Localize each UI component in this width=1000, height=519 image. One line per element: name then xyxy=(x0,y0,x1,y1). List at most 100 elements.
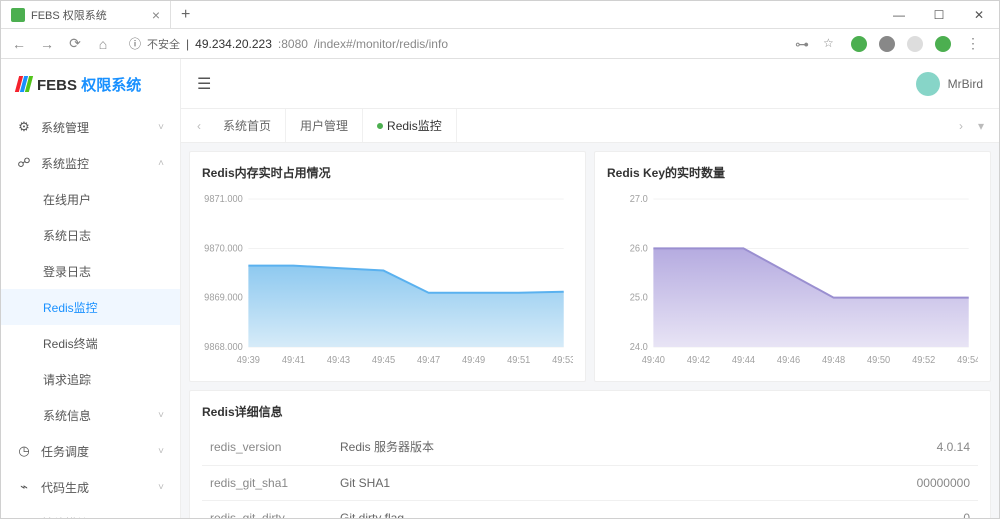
chevron-icon: ˅ xyxy=(158,482,164,493)
tab-label: Redis监控 xyxy=(387,117,442,134)
svg-text:9870.000: 9870.000 xyxy=(204,243,243,254)
svg-text:9868.000: 9868.000 xyxy=(204,342,243,353)
url-input[interactable]: ⓘ 不安全 | 49.234.20.223:8080/index#/monito… xyxy=(121,35,787,52)
svg-text:9869.000: 9869.000 xyxy=(204,292,243,303)
menu-label: 在线用户 xyxy=(43,191,91,208)
menu-label: 系统日志 xyxy=(43,227,91,244)
table-row: redis_versionRedis 服务器版本4.0.14 xyxy=(202,428,978,466)
sidebar-item-在线用户[interactable]: 在线用户 xyxy=(1,181,180,217)
memory-chart: 9868.0009869.0009870.0009871.00049:3949:… xyxy=(202,189,573,369)
favicon-icon xyxy=(11,8,25,22)
menu-label: 系统信息 xyxy=(43,407,91,424)
topbar: ☰ MrBird xyxy=(181,59,999,109)
svg-text:26.0: 26.0 xyxy=(630,243,648,254)
svg-text:49:39: 49:39 xyxy=(237,355,260,366)
active-dot-icon xyxy=(377,123,383,129)
logo-text: FEBS 权限系统 xyxy=(37,74,141,95)
sidebar-item-系统信息[interactable]: 系统信息 ˅ xyxy=(1,397,180,433)
insecure-label: 不安全 xyxy=(147,36,180,52)
sidebar-item-Redis终端[interactable]: Redis终端 xyxy=(1,325,180,361)
tab-Redis监控[interactable]: Redis监控 xyxy=(363,109,457,142)
sidebar-item-系统监控[interactable]: ☍系统监控˄ xyxy=(1,145,180,181)
detail-key: redis_version xyxy=(202,428,332,466)
menu-icon[interactable]: ⋮ xyxy=(963,35,983,52)
tabs-next-button[interactable]: › xyxy=(951,109,971,142)
memory-chart-card: Redis内存实时占用情况 9868.0009869.0009870.00098… xyxy=(189,151,586,382)
extension-icon[interactable] xyxy=(907,36,923,52)
sidebar-item-请求追踪[interactable]: 请求追踪 xyxy=(1,361,180,397)
svg-text:49:40: 49:40 xyxy=(642,355,665,366)
svg-text:49:46: 49:46 xyxy=(777,355,800,366)
svg-text:49:45: 49:45 xyxy=(372,355,395,366)
tabs-menu-button[interactable]: ▾ xyxy=(971,109,991,142)
user-menu[interactable]: MrBird xyxy=(916,72,983,96)
chevron-icon: ˅ xyxy=(158,446,164,457)
forward-button[interactable]: → xyxy=(37,36,57,52)
code-icon: ⌁ xyxy=(17,480,31,494)
tab-用户管理[interactable]: 用户管理 xyxy=(286,109,363,142)
sidebar-item-登录日志[interactable]: 登录日志 xyxy=(1,253,180,289)
sidebar-menu: ⚙系统管理˅☍系统监控˄ 在线用户系统日志登录日志 Redis监控 Redis终端请求… xyxy=(1,109,180,518)
tabs-prev-button[interactable]: ‹ xyxy=(189,109,209,142)
menu-label: Redis监控 xyxy=(43,299,98,316)
clock-icon: ◷ xyxy=(17,444,31,458)
sidebar-item-代码生成[interactable]: ⌁ 代码生成 ˅ xyxy=(1,469,180,505)
home-button[interactable]: ⌂ xyxy=(93,36,113,52)
avatar xyxy=(916,72,940,96)
menu-label: 请求追踪 xyxy=(43,371,91,388)
logo[interactable]: FEBS 权限系统 xyxy=(1,59,180,109)
card-title: Redis内存实时占用情况 xyxy=(202,164,573,181)
extension-icon[interactable] xyxy=(879,36,895,52)
reload-button[interactable]: ⟳ xyxy=(65,35,85,52)
info-icon: ⓘ xyxy=(129,35,141,52)
page-tabs: ‹ 系统首页 用户管理 Redis监控 › ▾ xyxy=(181,109,999,143)
menu-label: Redis终端 xyxy=(43,335,98,352)
back-button[interactable]: ← xyxy=(9,36,29,52)
menu-label: 其他模块 xyxy=(41,515,89,519)
sidebar-item-系统日志[interactable]: 系统日志 xyxy=(1,217,180,253)
menu-label: 任务调度 xyxy=(41,443,89,460)
svg-text:49:43: 49:43 xyxy=(327,355,350,366)
chevron-icon: ˅ xyxy=(158,410,164,421)
tab-label: 用户管理 xyxy=(300,117,348,134)
close-window-button[interactable]: ✕ xyxy=(959,1,999,29)
svg-text:49:53: 49:53 xyxy=(552,355,573,366)
tab-系统首页[interactable]: 系统首页 xyxy=(209,109,286,142)
new-tab-button[interactable]: + xyxy=(171,6,200,24)
menu-label: 代码生成 xyxy=(41,479,89,496)
table-row: redis_git_sha1Git SHA100000000 xyxy=(202,466,978,501)
minimize-button[interactable]: — xyxy=(879,1,919,29)
detail-desc: Redis 服务器版本 xyxy=(332,428,828,466)
browser-tab[interactable]: FEBS 权限系统 × xyxy=(1,1,171,29)
sidebar: FEBS 权限系统 ⚙系统管理˅☍系统监控˄ 在线用户系统日志登录日志 Redis监… xyxy=(1,59,181,518)
url-host: 49.234.20.223 xyxy=(195,37,272,51)
sidebar-item-Redis监控[interactable]: Redis监控 xyxy=(1,289,180,325)
key-icon[interactable]: ⊶ xyxy=(795,36,811,52)
svg-text:27.0: 27.0 xyxy=(630,194,648,205)
tab-close-icon[interactable]: × xyxy=(152,7,160,23)
svg-text:49:41: 49:41 xyxy=(282,355,305,366)
tab-title: FEBS 权限系统 xyxy=(31,7,107,23)
sidebar-item-其他模块[interactable]: ▦其他模块˅ xyxy=(1,505,180,518)
tab-label: 系统首页 xyxy=(223,117,271,134)
detail-table: redis_versionRedis 服务器版本4.0.14redis_git_… xyxy=(202,428,978,518)
keys-chart-card: Redis Key的实时数量 24.025.026.027.049:4049:4… xyxy=(594,151,991,382)
menu-label: 登录日志 xyxy=(43,263,91,280)
svg-text:49:44: 49:44 xyxy=(732,355,756,366)
svg-text:49:48: 49:48 xyxy=(822,355,845,366)
extension-icon[interactable] xyxy=(851,36,867,52)
svg-text:24.0: 24.0 xyxy=(630,342,648,353)
extension-icon[interactable] xyxy=(935,36,951,52)
maximize-button[interactable]: ☐ xyxy=(919,1,959,29)
logo-icon xyxy=(17,76,31,92)
sidebar-item-任务调度[interactable]: ◷ 任务调度 ˅ xyxy=(1,433,180,469)
sidebar-item-系统管理[interactable]: ⚙系统管理˅ xyxy=(1,109,180,145)
chevron-icon: ˅ xyxy=(158,122,164,133)
hamburger-icon[interactable]: ☰ xyxy=(197,74,211,94)
grid-icon: ▦ xyxy=(17,516,31,518)
chevron-icon: ˄ xyxy=(158,158,164,169)
bookmark-icon[interactable]: ☆ xyxy=(823,36,839,52)
svg-text:49:42: 49:42 xyxy=(687,355,710,366)
svg-text:49:50: 49:50 xyxy=(867,355,890,366)
svg-text:49:51: 49:51 xyxy=(507,355,530,366)
